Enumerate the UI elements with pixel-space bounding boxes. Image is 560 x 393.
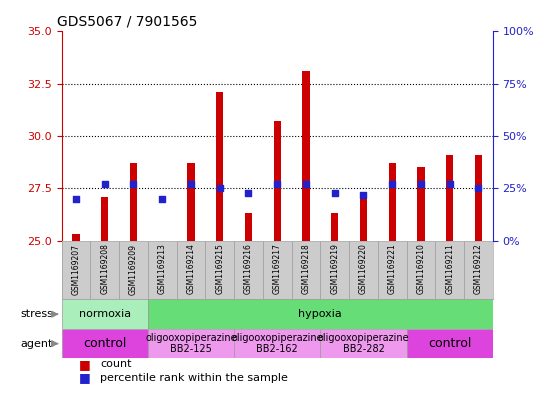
Text: GSM1169208: GSM1169208	[100, 244, 109, 294]
Point	[359, 191, 368, 198]
Text: normoxia: normoxia	[78, 309, 131, 319]
Bar	[320, 329, 407, 358]
Point	[445, 181, 454, 187]
Text: GSM1169209: GSM1169209	[129, 244, 138, 295]
Text: GSM1169221: GSM1169221	[388, 244, 396, 294]
Bar	[101, 197, 108, 241]
Text: control: control	[83, 337, 127, 350]
Point	[158, 196, 167, 202]
Point	[388, 181, 396, 187]
Text: GSM1169207: GSM1169207	[72, 244, 81, 295]
Bar	[148, 329, 234, 358]
Text: GSM1169210: GSM1169210	[417, 244, 426, 294]
Bar	[407, 329, 493, 358]
Bar	[417, 167, 424, 241]
Point	[417, 181, 426, 187]
Text: GSM1169212: GSM1169212	[474, 244, 483, 294]
Point	[215, 185, 224, 191]
Text: GSM1169220: GSM1169220	[359, 244, 368, 294]
Point	[100, 181, 109, 187]
Point	[474, 185, 483, 191]
Point	[186, 181, 195, 187]
Bar	[302, 71, 310, 241]
Text: oligooxopiperazine
BB2-282: oligooxopiperazine BB2-282	[318, 333, 409, 354]
Text: ■: ■	[79, 358, 91, 371]
Point	[72, 196, 81, 202]
Bar	[475, 155, 482, 241]
Text: GSM1169213: GSM1169213	[158, 244, 167, 294]
Text: count: count	[100, 359, 132, 369]
Bar	[446, 155, 453, 241]
Text: GSM1169217: GSM1169217	[273, 244, 282, 294]
Text: agent: agent	[21, 339, 53, 349]
Point	[330, 189, 339, 196]
Text: oligooxopiperazine
BB2-162: oligooxopiperazine BB2-162	[231, 333, 323, 354]
Bar	[62, 299, 148, 329]
Point	[244, 189, 253, 196]
Text: percentile rank within the sample: percentile rank within the sample	[100, 373, 288, 383]
Bar	[72, 234, 80, 241]
Point	[301, 181, 310, 187]
Text: ■: ■	[79, 371, 91, 384]
Bar	[234, 329, 320, 358]
Bar	[148, 299, 493, 329]
Text: stress: stress	[20, 309, 53, 319]
Bar	[62, 329, 148, 358]
Text: GDS5067 / 7901565: GDS5067 / 7901565	[57, 15, 198, 29]
Text: GSM1169215: GSM1169215	[215, 244, 224, 294]
Text: GSM1169211: GSM1169211	[445, 244, 454, 294]
Bar	[360, 199, 367, 241]
Bar	[216, 92, 223, 241]
Bar	[130, 163, 137, 241]
Text: GSM1169216: GSM1169216	[244, 244, 253, 294]
Bar	[188, 163, 194, 241]
Bar	[331, 213, 338, 241]
Text: GSM1169218: GSM1169218	[301, 244, 310, 294]
Text: control: control	[428, 337, 472, 350]
Bar	[245, 213, 252, 241]
Point	[273, 181, 282, 187]
Bar	[389, 163, 396, 241]
Bar	[274, 121, 281, 241]
Text: GSM1169214: GSM1169214	[186, 244, 195, 294]
Text: hypoxia: hypoxia	[298, 309, 342, 319]
Text: GSM1169219: GSM1169219	[330, 244, 339, 294]
Text: oligooxopiperazine
BB2-125: oligooxopiperazine BB2-125	[145, 333, 237, 354]
Point	[129, 181, 138, 187]
